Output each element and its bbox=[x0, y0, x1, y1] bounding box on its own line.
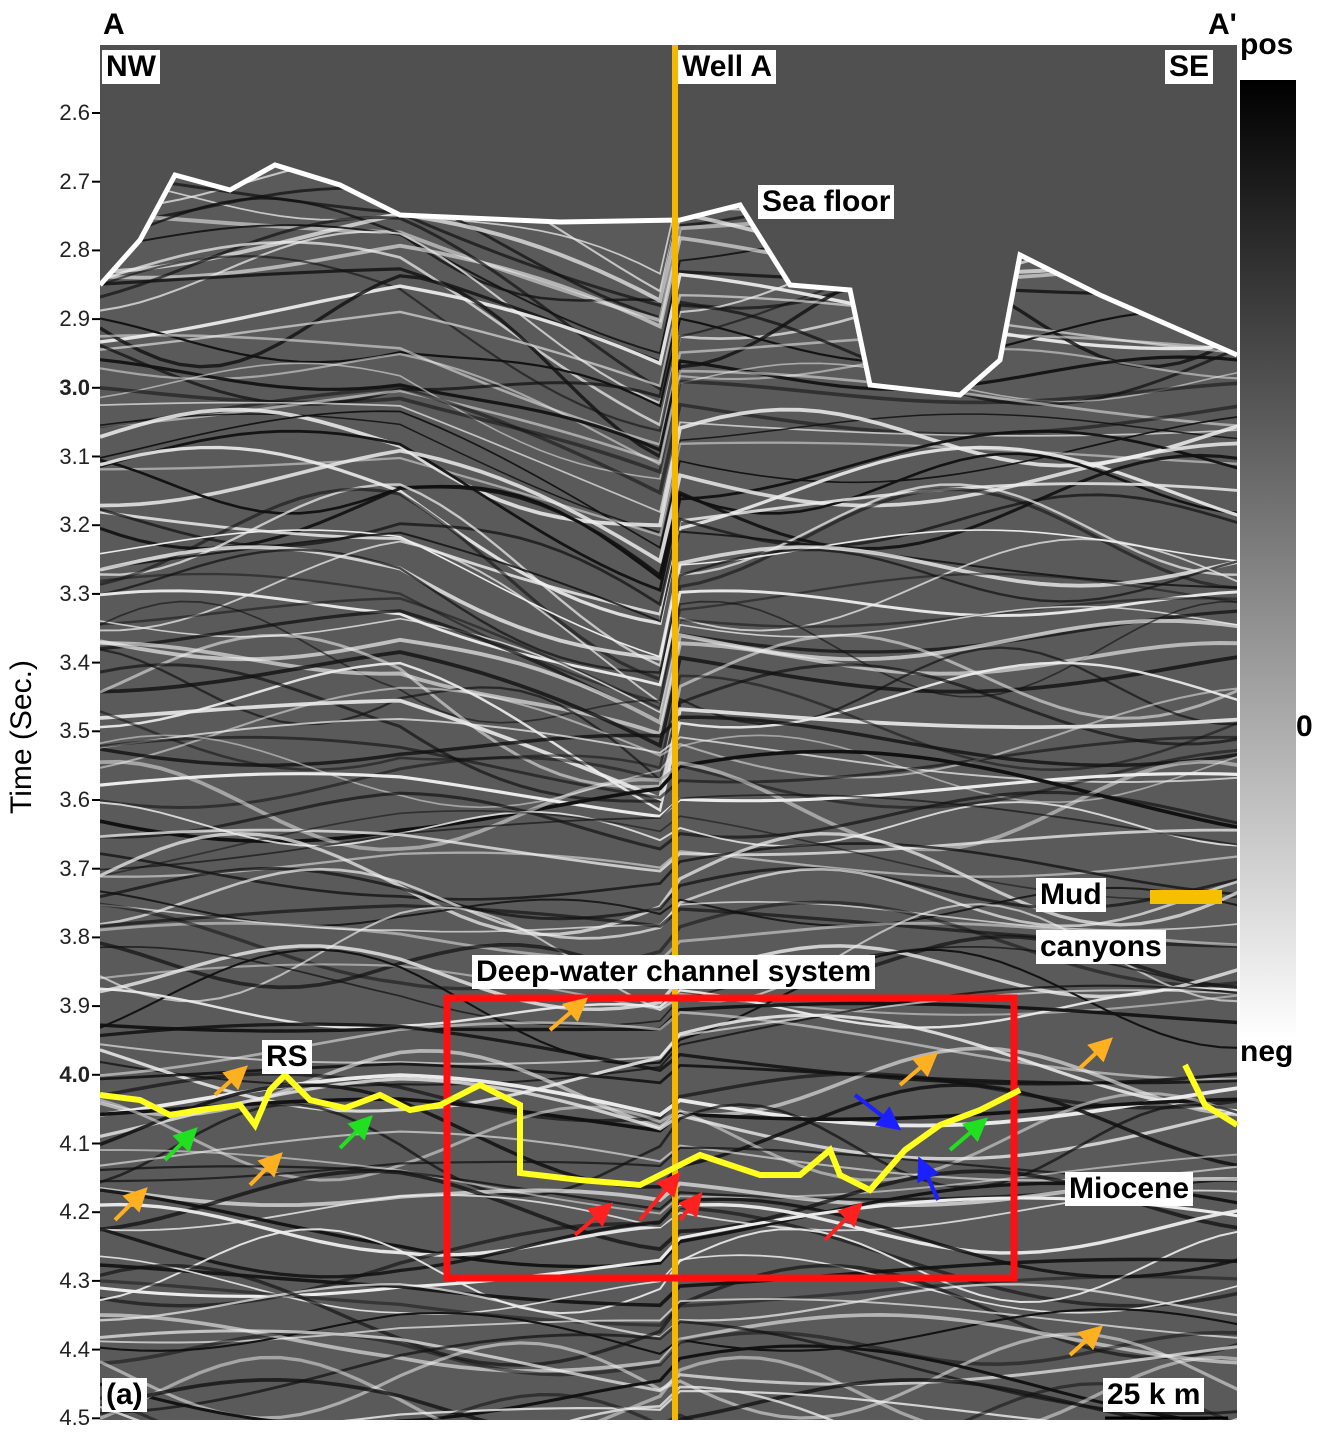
y-tick-label: 3.3 bbox=[40, 581, 90, 607]
scale-label: 25 k m bbox=[1103, 1378, 1204, 1412]
y-tick-label: 4.2 bbox=[40, 1199, 90, 1225]
y-tick-label: 3.1 bbox=[40, 444, 90, 470]
y-tick-label: 2.6 bbox=[40, 100, 90, 126]
colorbar-bottom: neg bbox=[1240, 1035, 1293, 1069]
legend-label: Mud bbox=[1036, 878, 1106, 912]
y-tick-label: 4.5 bbox=[40, 1405, 90, 1431]
rs-label: RS bbox=[262, 1040, 312, 1074]
y-tick-label: 3.5 bbox=[40, 718, 90, 744]
sea-floor-label: Sea floor bbox=[758, 185, 894, 219]
y-tick-label: 3.9 bbox=[40, 993, 90, 1019]
y-tick-label: 3.6 bbox=[40, 787, 90, 813]
page: A A' NW SE Well A Sea floor Deep-water c… bbox=[0, 0, 1323, 1435]
y-tick-label: 4.4 bbox=[40, 1337, 90, 1363]
y-tick-label: 2.8 bbox=[40, 237, 90, 263]
panel-label: (a) bbox=[102, 1378, 147, 1412]
reflector bbox=[100, 1423, 1240, 1435]
axis-title: Time (Sec.) bbox=[5, 660, 39, 814]
section-end: A' bbox=[1208, 8, 1237, 42]
y-tick-label: 3.4 bbox=[40, 650, 90, 676]
section-start: A bbox=[103, 8, 125, 42]
y-tick-label: 2.9 bbox=[40, 306, 90, 332]
y-tick-label: 4.1 bbox=[40, 1131, 90, 1157]
y-tick-label: 3.7 bbox=[40, 856, 90, 882]
colorbar bbox=[1240, 80, 1296, 1040]
channel-label: Deep-water channel system bbox=[472, 955, 875, 989]
well-label: Well A bbox=[678, 50, 776, 84]
direction-label: SE bbox=[1165, 50, 1213, 84]
y-tick-label: 2.7 bbox=[40, 169, 90, 195]
axis-ticks bbox=[92, 113, 100, 1418]
y-tick-label: 3.2 bbox=[40, 512, 90, 538]
y-tick-label: 4.3 bbox=[40, 1268, 90, 1294]
y-tick-label: 4.0 bbox=[40, 1062, 90, 1088]
colorbar-top: pos bbox=[1240, 28, 1293, 62]
figure bbox=[0, 0, 1323, 1435]
colorbar-middle: 0 bbox=[1296, 710, 1313, 744]
legend-label: canyons bbox=[1036, 930, 1166, 964]
y-tick-label: 3.0 bbox=[40, 375, 90, 401]
y-tick-label: 3.8 bbox=[40, 924, 90, 950]
miocene-label: Miocene bbox=[1065, 1172, 1193, 1206]
direction-label: NW bbox=[102, 50, 160, 84]
